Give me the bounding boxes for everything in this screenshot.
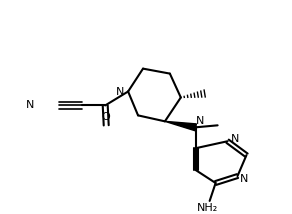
Text: O: O	[102, 112, 111, 122]
Text: N: N	[240, 174, 249, 184]
Text: N: N	[196, 116, 204, 126]
Text: N: N	[25, 100, 34, 110]
Text: NH₂: NH₂	[197, 203, 218, 213]
Polygon shape	[165, 121, 197, 131]
Text: N: N	[231, 134, 240, 144]
Text: N: N	[116, 86, 124, 97]
